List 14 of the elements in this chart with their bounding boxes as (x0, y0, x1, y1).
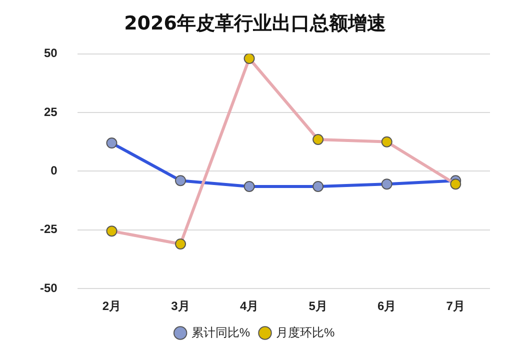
legend-label: 月度环比% (276, 325, 335, 340)
chart-title: 2026年皮革行业出口总额增速 (124, 12, 386, 34)
y-tick-label: 0 (50, 164, 58, 178)
x-tick-label: 4月 (240, 299, 259, 314)
x-tick-label: 7月 (446, 299, 465, 314)
y-tick-label: 25 (44, 104, 58, 119)
y-tick-label: -50 (40, 280, 58, 295)
legend-label: 累计同比% (191, 325, 250, 340)
x-tick-label: 6月 (377, 299, 396, 314)
y-tick-label: -25 (40, 222, 58, 236)
x-tick-label: 5月 (308, 299, 328, 314)
x-tick-label: 2月 (102, 299, 122, 314)
x-tick-label: 3月 (171, 299, 190, 314)
y-tick-label: 50 (44, 46, 58, 60)
